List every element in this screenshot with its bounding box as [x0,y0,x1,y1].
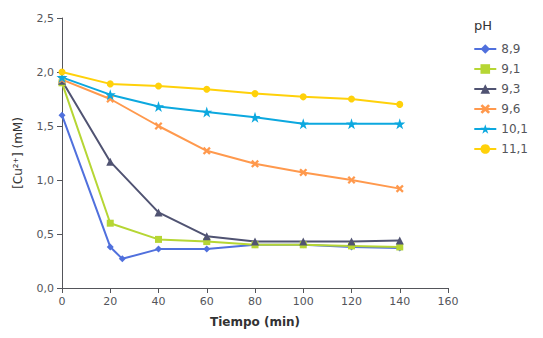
svg-text:[Cu²⁺] (mM): [Cu²⁺] (mM) [11,117,25,189]
svg-text:9,3: 9,3 [501,82,520,96]
svg-text:Tiempo (min): Tiempo (min) [210,315,300,329]
svg-text:9,1: 9,1 [501,62,520,76]
svg-text:1,0: 1,0 [37,174,55,187]
svg-text:20: 20 [103,295,117,308]
svg-text:80: 80 [248,295,262,308]
svg-text:100: 100 [293,295,314,308]
svg-text:1,5: 1,5 [37,120,55,133]
svg-text:9,6: 9,6 [501,102,520,116]
svg-text:11,1: 11,1 [501,142,528,156]
svg-text:60: 60 [200,295,214,308]
svg-text:8,9: 8,9 [501,42,520,56]
svg-text:2,5: 2,5 [37,12,55,25]
svg-text:120: 120 [341,295,362,308]
svg-text:pH: pH [474,18,492,33]
svg-text:0,5: 0,5 [37,228,55,241]
svg-text:0,0: 0,0 [37,282,55,295]
svg-text:2,0: 2,0 [37,66,55,79]
svg-text:140: 140 [389,295,410,308]
svg-text:0: 0 [59,295,66,308]
svg-text:160: 160 [438,295,459,308]
svg-text:10,1: 10,1 [501,122,528,136]
svg-text:40: 40 [152,295,166,308]
